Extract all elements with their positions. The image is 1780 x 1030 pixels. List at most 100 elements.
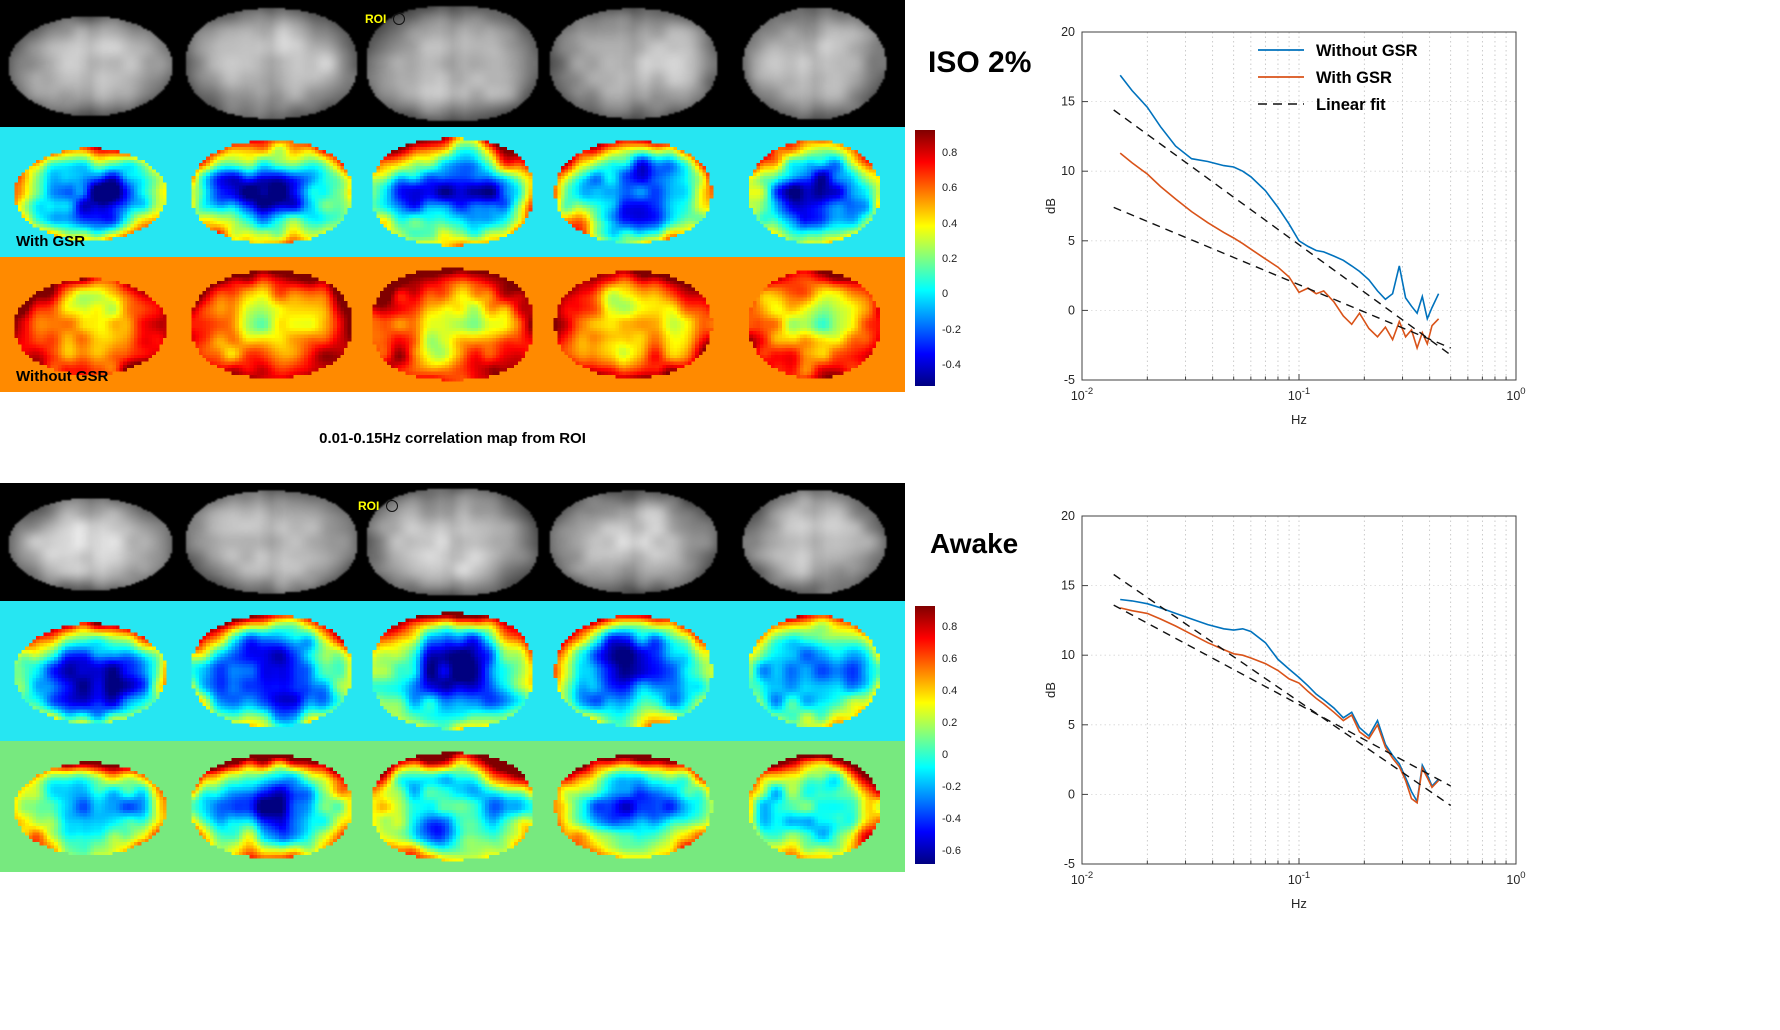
colorbar-tick-label: 0 — [942, 749, 949, 762]
colorbar-tick-label: -0.2 — [942, 781, 961, 794]
anatomical-slice-canvas — [182, 484, 361, 600]
brain-slice — [550, 608, 717, 734]
anatomical-slice-canvas — [725, 484, 904, 600]
y-tick-label: 15 — [1061, 95, 1075, 109]
plot-area — [1082, 32, 1516, 380]
brain-slice — [731, 134, 898, 250]
correlation-map-canvas — [188, 748, 355, 865]
iso-map-block: ROI With GSR Without GSR — [0, 0, 905, 392]
awake-anatomical-row: ROI — [0, 483, 905, 601]
brain-slice — [188, 748, 355, 865]
anatomical-slice-canvas — [544, 1, 723, 126]
legend-item-label: Without GSR — [1316, 42, 1418, 60]
correlation-map-canvas — [188, 134, 355, 250]
roi-tag: ROI — [365, 12, 406, 26]
correlation-map-canvas — [369, 264, 536, 385]
brain-slice — [725, 1, 904, 126]
y-tick-label: 5 — [1068, 234, 1075, 248]
correlation-map-canvas — [731, 264, 898, 385]
brain-slice — [188, 608, 355, 734]
x-tick-label: 10-2 — [1071, 870, 1093, 887]
plot-area — [1082, 516, 1516, 864]
legend-item-label: Linear fit — [1316, 96, 1386, 114]
y-tick-label: 15 — [1061, 579, 1075, 593]
correlation-map-canvas — [188, 264, 355, 385]
colorbar-tick-label: -0.2 — [942, 323, 961, 336]
series-1-line — [1120, 598, 1440, 804]
series-2-line — [1119, 152, 1440, 351]
colorbar-tick-label: 0 — [942, 288, 949, 301]
brain-slice — [7, 748, 174, 865]
awake-map-block: ROI — [0, 483, 905, 872]
colorbar-tick-label: 0.4 — [942, 684, 958, 697]
brain-slice — [182, 1, 361, 126]
brain-slice — [182, 484, 361, 600]
iso-anatomical-row: ROI — [0, 0, 905, 127]
correlation-map-canvas — [7, 748, 174, 865]
with-gsr-label: With GSR — [16, 233, 86, 250]
brain-slice — [369, 608, 536, 734]
correlation-map-canvas — [550, 748, 717, 865]
colorbar-tick-label: 0.8 — [942, 620, 958, 633]
brain-slice — [369, 264, 536, 385]
anatomical-slice-canvas — [1, 1, 180, 126]
brain-slice — [7, 134, 174, 250]
legend-item-label: With GSR — [1316, 69, 1392, 87]
correlation-map-canvas — [188, 608, 355, 734]
colorbar-tick-label: 0.4 — [942, 217, 958, 230]
colorbar-tick-label: 0.2 — [942, 252, 958, 265]
roi-marker-icon — [386, 500, 399, 512]
colorbar-tick-label: 0.6 — [942, 652, 958, 665]
y-tick-label: -5 — [1064, 373, 1075, 387]
roi-label: ROI — [365, 12, 387, 26]
colorbar-tick-label: -0.4 — [942, 813, 961, 826]
y-axis-label: dB — [1043, 682, 1058, 698]
y-tick-label: 10 — [1061, 164, 1075, 178]
brain-slice — [731, 608, 898, 734]
y-tick-label: -5 — [1064, 857, 1075, 871]
y-tick-label: 20 — [1061, 25, 1075, 39]
brain-slice — [725, 484, 904, 600]
correlation-map-canvas — [731, 748, 898, 865]
brain-slice — [188, 264, 355, 385]
series-2-line — [1120, 607, 1440, 805]
brain-slice — [188, 134, 355, 250]
awake-plot-title: Awake — [930, 528, 1019, 559]
iso-colorbar: 0.8 0.6 0.4 0.2 0 -0.2 -0.4 — [915, 130, 977, 386]
y-tick-label: 0 — [1068, 787, 1075, 801]
iso-without-gsr-row: Without GSR — [0, 257, 905, 392]
anatomical-slice-canvas — [363, 1, 542, 126]
correlation-map-canvas — [7, 134, 174, 250]
correlation-map-canvas — [731, 608, 898, 734]
brain-slice — [369, 134, 536, 250]
brain-slice — [1, 484, 180, 600]
series-4-line — [1113, 206, 1451, 349]
awake-with-gsr-row — [0, 601, 905, 741]
y-tick-label: 10 — [1061, 648, 1075, 662]
colorbar-tick-label: 0.8 — [942, 146, 958, 159]
brain-slice — [550, 134, 717, 250]
brain-slice — [369, 748, 536, 865]
correlation-map-canvas — [550, 264, 717, 385]
roi-tag: ROI — [358, 499, 399, 513]
figure-caption: 0.01-0.15Hz correlation map from ROI — [319, 430, 586, 447]
colorbar-tick-label: -0.4 — [942, 358, 961, 371]
colorbar-tick-label: 0.2 — [942, 716, 958, 729]
awake-without-gsr-row — [0, 741, 905, 872]
x-tick-label: 10-2 — [1071, 386, 1093, 403]
brain-slice — [731, 748, 898, 865]
x-axis-label: Hz — [1291, 896, 1307, 911]
without-gsr-label: Without GSR — [16, 368, 109, 385]
brain-slice — [7, 264, 174, 385]
anatomical-slice-canvas — [544, 484, 723, 600]
iso-psd-plot: 10-2 10-1 100 -5 0 5 10 15 20 dB Hz Without GSR With… — [1043, 25, 1526, 427]
brain-slice — [544, 1, 723, 126]
correlation-map-canvas — [550, 608, 717, 734]
anatomical-slice-canvas — [725, 1, 904, 126]
roi-label: ROI — [358, 499, 380, 513]
x-tick-label: 100 — [1506, 870, 1525, 887]
brain-slice — [550, 264, 717, 385]
y-axis-label: dB — [1043, 198, 1058, 214]
brain-slice — [7, 608, 174, 734]
